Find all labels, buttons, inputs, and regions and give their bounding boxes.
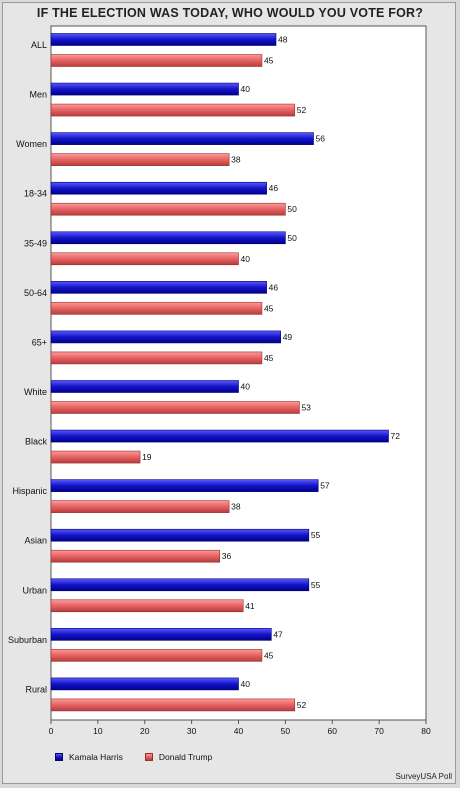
category-label: ALL	[31, 40, 47, 50]
category-label: Black	[25, 437, 48, 447]
data-label: 40	[241, 84, 251, 94]
chart-title: IF THE ELECTION WAS TODAY, WHO WOULD YOU…	[36, 6, 424, 20]
x-tick-label: 80	[421, 726, 431, 736]
data-label: 49	[283, 332, 293, 342]
bar-harris	[50, 628, 272, 641]
legend-item-trump: Donald Trump	[144, 752, 213, 762]
bar-trump	[50, 450, 141, 464]
x-tick-label: 30	[187, 726, 197, 736]
bar-trump	[50, 351, 263, 365]
data-label: 53	[301, 403, 311, 413]
bar-harris	[50, 429, 389, 443]
data-label: 47	[273, 629, 283, 639]
bar-trump	[50, 54, 263, 67]
x-tick-label: 20	[140, 726, 150, 736]
data-label: 45	[264, 650, 274, 660]
legend: Kamala Harris Donald Trump	[55, 752, 234, 762]
bar-harris	[50, 231, 286, 245]
x-tick-label: 70	[374, 726, 384, 736]
bar-trump	[50, 153, 230, 166]
bar-trump	[50, 500, 230, 513]
data-label: 19	[142, 452, 152, 462]
category-label: Rural	[25, 684, 47, 694]
bar-trump	[50, 549, 221, 563]
legend-label-trump: Donald Trump	[158, 752, 213, 762]
category-label: Asian	[24, 536, 47, 546]
legend-swatch-trump	[144, 753, 153, 761]
data-label: 45	[264, 353, 274, 363]
bar-harris	[50, 330, 281, 344]
category-label: 65+	[32, 337, 47, 347]
bar-trump	[50, 302, 263, 315]
data-label: 45	[264, 56, 274, 66]
bar-harris	[50, 281, 267, 294]
legend-label-harris: Kamala Harris	[69, 752, 123, 762]
data-label: 50	[287, 204, 297, 214]
data-label: 55	[311, 530, 321, 540]
data-label: 40	[241, 382, 251, 392]
data-label: 57	[320, 481, 330, 491]
bar-harris	[50, 380, 239, 393]
bar-harris	[50, 33, 277, 46]
bar-harris	[50, 677, 239, 691]
data-label: 40	[241, 254, 251, 264]
x-tick-label: 50	[281, 726, 291, 736]
data-label: 40	[241, 679, 251, 689]
bar-harris	[50, 82, 239, 96]
data-label: 48	[278, 35, 288, 45]
bar-trump	[50, 401, 300, 414]
category-label: Women	[16, 139, 47, 149]
category-label: White	[24, 387, 47, 397]
data-label: 45	[264, 303, 274, 313]
data-label: 46	[269, 282, 279, 292]
data-label: 56	[316, 134, 326, 144]
data-label: 41	[245, 601, 255, 611]
plot-area	[50, 25, 427, 721]
category-label: 18-34	[24, 189, 47, 199]
category-label: Men	[29, 90, 47, 100]
bar-harris	[50, 132, 314, 145]
bar-trump	[50, 202, 286, 216]
bar-harris	[50, 181, 267, 195]
bar-harris	[50, 528, 310, 542]
bar-harris	[50, 578, 310, 592]
data-label: 55	[311, 580, 321, 590]
category-label: 50-64	[24, 288, 47, 298]
data-label: 38	[231, 502, 241, 512]
category-label: Urban	[22, 585, 47, 595]
bar-trump	[50, 252, 239, 266]
category-label: 35-49	[24, 238, 47, 248]
bar-trump	[50, 103, 296, 117]
bar-trump	[50, 698, 296, 712]
data-label: 52	[297, 105, 307, 115]
data-label: 36	[222, 551, 232, 561]
data-label: 50	[287, 233, 297, 243]
bar-trump	[50, 599, 244, 613]
x-tick-label: 10	[93, 726, 103, 736]
category-label: Suburban	[8, 635, 47, 645]
bar-trump	[50, 649, 263, 662]
data-label: 52	[297, 700, 307, 710]
data-label: 38	[231, 155, 241, 165]
x-tick-label: 0	[49, 726, 54, 736]
data-label: 46	[269, 183, 279, 193]
legend-item-harris: Kamala Harris	[55, 752, 123, 762]
data-label: 72	[391, 431, 401, 441]
x-tick-label: 40	[234, 726, 244, 736]
x-tick-label: 60	[328, 726, 338, 736]
source-note: SurveyUSA Poll	[395, 772, 452, 781]
bar-harris	[50, 479, 319, 492]
category-label: Hispanic	[12, 486, 47, 496]
legend-swatch-harris	[55, 753, 63, 761]
